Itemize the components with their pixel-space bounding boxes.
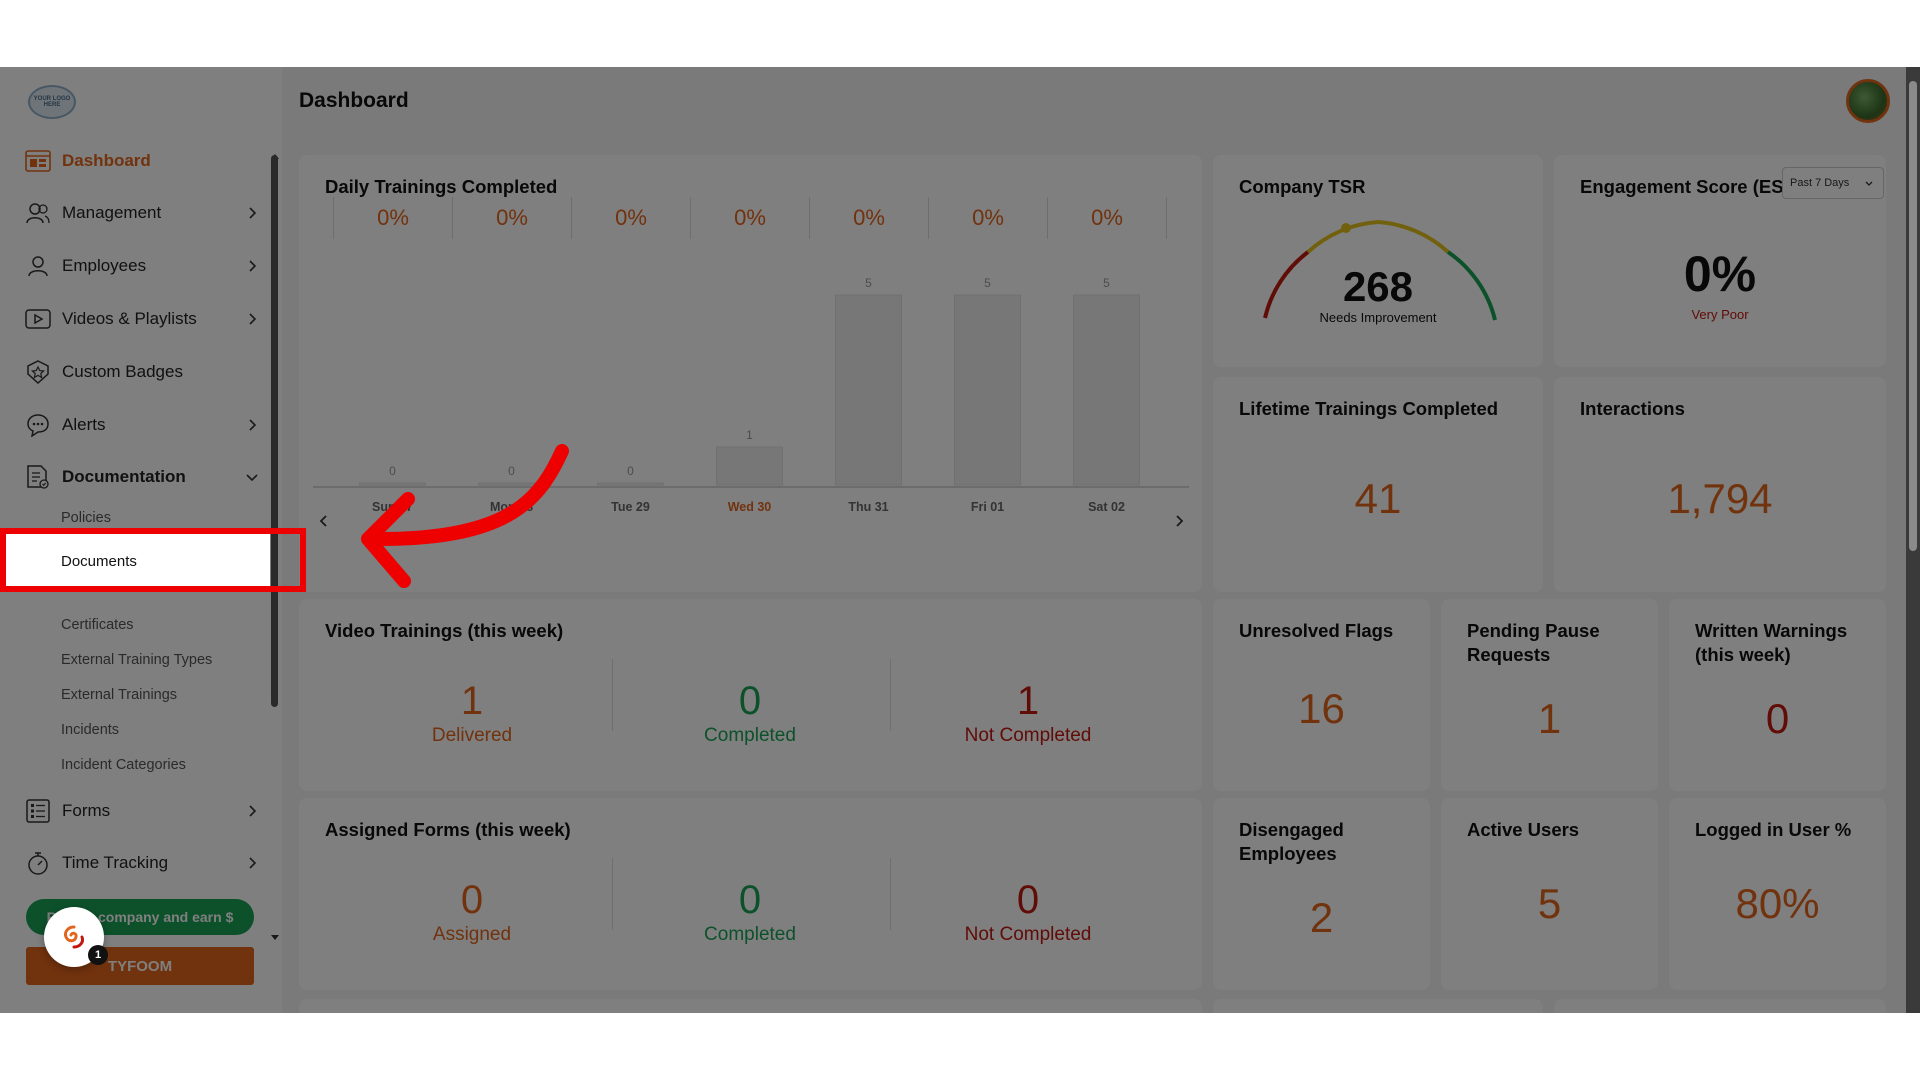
tutorial-overlay [0, 67, 1920, 1013]
notification-count-badge: 1 [88, 945, 108, 965]
swirl-icon [64, 925, 84, 949]
page-scroll-thumb[interactable] [1909, 81, 1917, 551]
app-window: Dashboard Daily Trainings Completed 0%0%… [0, 67, 1920, 1013]
pointer-arrow-icon [361, 444, 569, 588]
highlighted-item-background [0, 534, 270, 586]
highlight-box [0, 528, 306, 592]
sidebar-subitem-documents[interactable]: Documents [61, 553, 137, 570]
